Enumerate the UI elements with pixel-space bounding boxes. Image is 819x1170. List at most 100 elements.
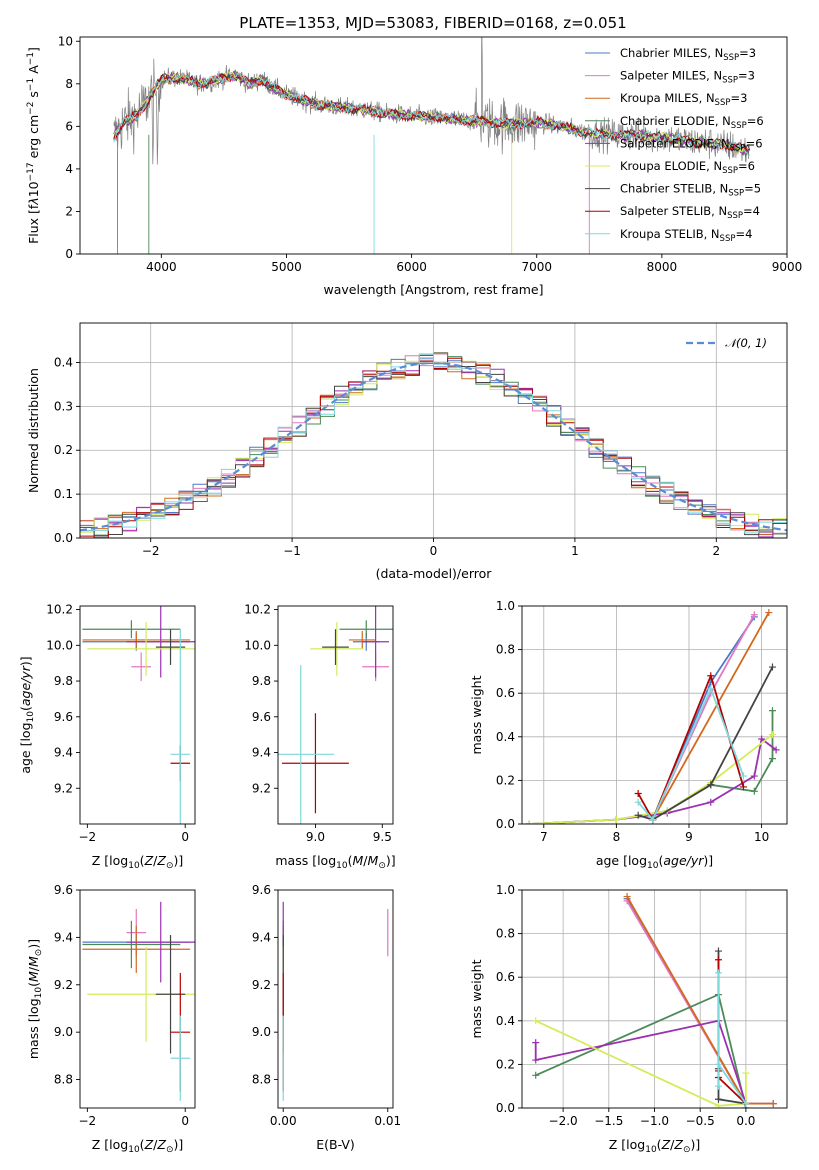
plot-area [278,606,393,824]
data-point-marker [532,1056,540,1064]
errorbar-salpeter-elodie [126,901,195,983]
legend: 𝒩(0, 1) [686,336,767,350]
y-tick-label: 9.4 [252,746,271,760]
figure-title: PLATE=1353, MJD=53083, FIBERID=0168, z=0… [239,14,626,32]
x-tick-label: 8000 [647,260,678,274]
data-point-marker [612,816,620,824]
y-tick-label: 0.0 [496,1101,515,1115]
legend-entry: Chabrier STELIB, NSSP=5 [620,182,761,199]
data-point-marker [623,893,631,901]
series-line [651,612,770,821]
series-kroupa-elodie [525,731,776,824]
plot-area [82,606,195,824]
axes-frame [277,605,394,825]
legend-entry: Chabrier MILES, NSSP=3 [620,46,756,63]
errorbar-salpeter-elodie [126,606,195,678]
x-tick-label: 9000 [772,260,803,274]
data-point-marker [739,772,747,780]
y-tick-label: 0 [65,247,73,261]
data-point-marker [750,772,758,780]
y-tick-label: 9.4 [54,746,73,760]
y-tick-label: 9.0 [54,1025,73,1039]
errorbar-chabrier-elodie [82,620,181,639]
data-point-marker [714,969,722,977]
y-tick-label: 0.4 [496,1014,515,1028]
x-axis-label: wavelength [Angstrom, rest frame] [323,282,543,297]
errorbar-kroupa-elodie [310,622,364,676]
series-line [717,972,747,1105]
y-tick-label: 9.4 [252,930,271,944]
x-tick-label: 10 [754,830,769,844]
data-point-marker [772,746,780,754]
y-axis-label: Normed distribution [26,368,41,493]
data-point-marker [714,1060,722,1068]
y-tick-label: 9.2 [252,781,271,795]
x-tick-label: −1.0 [640,1114,669,1128]
y-tick-label: 9.6 [252,710,271,724]
data-point-marker [768,707,776,715]
errorbar-kroupa-elodie [87,622,195,676]
data-point-marker [714,947,722,955]
x-axis-label: (data-model)/error [376,566,493,581]
x-tick-label: 0.01 [374,1114,401,1128]
data-point-marker [707,798,715,806]
data-point-marker [707,781,715,789]
y-tick-label: 8 [65,77,73,91]
y-tick-label: 9.4 [54,930,73,944]
data-point-marker [525,820,533,824]
y-axis-label: mass [log10(M/M⊙)] [26,939,44,1059]
x-tick-label: 7 [540,830,548,844]
x-tick-label: 2 [712,544,720,558]
data-point-marker [707,672,715,680]
data-point-marker [532,1071,540,1079]
model-line-salpeter-stelib [113,72,750,153]
y-axis-label: Flux [fλ10−17 erg cm−2 s−1 A−1] [26,47,41,244]
errorbar-salpeter-elodie [362,606,389,678]
errorbar-kroupa-stelib [278,664,335,824]
data-point-marker [750,611,758,619]
data-point-marker [742,1100,750,1108]
plot-area [525,609,780,824]
errorbar-kroupa-miles [348,631,376,649]
plot-area [113,37,750,254]
x-axis-label: age [log10(age/yr)] [596,853,713,871]
x-axis-label: mass [log10(M/M⊙)] [275,853,395,871]
x-tick-label: −2 [78,1114,96,1128]
y-tick-label: 9.2 [54,978,73,992]
series-line [534,1019,747,1104]
plot-area [282,901,389,1101]
axes-frame [79,322,788,539]
legend-entry: Kroupa ELODIE, NSSP=6 [620,159,755,176]
data-point-marker [768,755,776,763]
mass-vs-metallicity-panel: −2 0 8.8 9.0 9.2 9.4 9.6 Z [log10(Z/Z⊙)] mass [l… [26,883,196,1155]
errorbar-salpeter-miles [131,652,151,682]
plot-area [82,901,195,1101]
y-tick-label: 10.2 [244,603,271,617]
x-axis-label: Z [log10(Z/Z⊙)] [609,1137,701,1155]
errorbar-chabrier-elodie [82,920,181,969]
legend: Chabrier MILES, NSSP=3 Salpeter MILES, NS… [585,46,764,244]
y-tick-label: 8.8 [54,1073,73,1087]
data-point-marker [707,685,715,693]
series-kroupa-stelib [714,969,750,1108]
y-tick-label: 9.8 [54,674,73,688]
data-point-marker [768,663,776,671]
y-tick-label: 9.6 [252,883,271,897]
x-tick-label: −1.5 [594,1114,623,1128]
errorbar-chabrier-stelib [322,629,349,665]
mass-vs-extinction-panel: 0.00 0.01 8.8 9.0 9.2 9.4 9.6 E(B-V) [252,883,401,1152]
y-tick-label: 0.2 [496,1057,515,1071]
age-vs-metallicity-panel: −2 0 9.2 9.4 9.6 9.8 10.0 10.2 Z [log10(Z/Z⊙)] ag… [18,603,196,871]
data-point-marker [769,1100,777,1108]
x-tick-label: 8 [613,830,621,844]
series-line [637,673,745,822]
x-tick-label: −2 [142,544,160,558]
y-tick-label: 0.4 [54,355,73,369]
y-tick-label: 9.2 [54,781,73,795]
errorbar-kroupa-stelib [170,1015,191,1101]
x-tick-label: −1 [283,544,301,558]
errorbar-kroupa-elodie [87,946,195,1042]
series-line [529,710,774,824]
series-line [535,1019,747,1107]
errorbar-chabrier-elodie [339,620,393,639]
